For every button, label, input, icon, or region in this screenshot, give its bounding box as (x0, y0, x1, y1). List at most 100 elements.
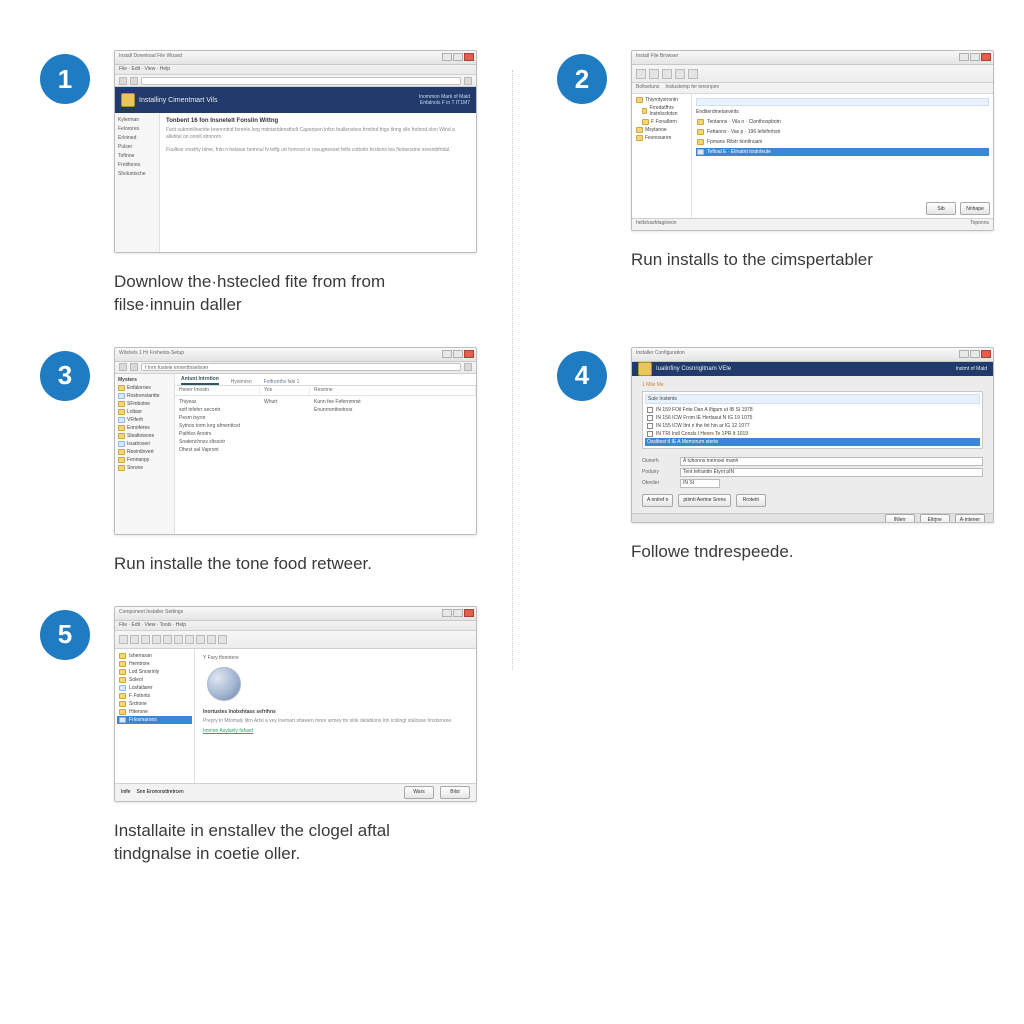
maximize-icon[interactable] (453, 53, 463, 61)
table-row[interactable]: Snatenchnss sltssotr (175, 438, 476, 446)
sidebar-item[interactable]: Pulser (118, 144, 156, 150)
table-row[interactable]: ThiyeasWhurtKunn fee Fefernmnst (175, 398, 476, 406)
tree-node[interactable]: Hemtrore (119, 660, 190, 668)
search-icon[interactable] (464, 363, 472, 371)
tree-node[interactable]: F Fotnnts (119, 692, 190, 700)
cancel-button[interactable]: A-intener (955, 514, 985, 523)
forward-icon[interactable] (130, 77, 138, 85)
tree-node[interactable]: Soleol (119, 676, 190, 684)
tree-node[interactable]: Fesnosarire (636, 135, 687, 141)
tree-node[interactable]: Ennoferes (118, 425, 171, 431)
maximize-icon[interactable] (453, 609, 463, 617)
tree-node[interactable]: F Fonalbrrn (642, 119, 687, 125)
file-row-selected[interactable]: Teftoal E · Elmatnt tostnleute (696, 148, 989, 156)
back-icon[interactable] (119, 363, 127, 371)
table-row[interactable]: Pesm tsyror (175, 414, 476, 422)
close-icon[interactable] (464, 53, 474, 61)
table-row[interactable]: Pathles Anotrs (175, 430, 476, 438)
tree-node[interactable]: Losfatlarer (119, 684, 190, 692)
list-item[interactable]: IN 159 FOil Fnte Dan A Ifigum ut IB SI 1… (645, 406, 980, 414)
toolbar-icon[interactable] (207, 635, 216, 644)
sidebar-item[interactable]: Felorores (118, 126, 156, 132)
back-button[interactable]: INlerr (885, 514, 915, 523)
tree-node[interactable]: Msytanoe (636, 127, 687, 133)
tree-node[interactable]: Snrone (118, 465, 171, 471)
minimize-icon[interactable] (442, 609, 452, 617)
toolbar-icon[interactable] (688, 69, 698, 79)
toolbar-icon[interactable] (649, 69, 659, 79)
toolbar-icon[interactable] (174, 635, 183, 644)
toolbar-icon[interactable] (196, 635, 205, 644)
file-row[interactable]: Fpmans Ritstr tiontlnuani (696, 138, 989, 146)
tree-node[interactable]: VFiferh (118, 417, 171, 423)
breadcrumb-item[interactable]: Boltsetuns (636, 84, 659, 92)
checkbox-icon[interactable] (647, 415, 653, 421)
tree-node[interactable]: Rostrenstantte (118, 393, 171, 399)
col-header[interactable]: Honer Imostn (175, 386, 260, 395)
ok-button[interactable]: Sib (926, 202, 956, 215)
tree-node[interactable]: Thiyrotystrontn (636, 97, 687, 103)
tree-node[interactable]: Fennanpy (118, 457, 171, 463)
address-bar[interactable]: f Inrn fusteie ennerttirselsoer (141, 363, 461, 371)
toolbar-icon[interactable] (185, 635, 194, 644)
tab[interactable]: Antunt Intrntion (181, 376, 219, 385)
minimize-icon[interactable] (442, 53, 452, 61)
tree-node[interactable]: Loltasr (118, 409, 171, 415)
checkbox-icon[interactable] (647, 431, 653, 437)
col-header[interactable]: Resmne (310, 386, 476, 395)
minimize-icon[interactable] (959, 53, 969, 61)
back-icon[interactable] (119, 77, 127, 85)
sidebar-item[interactable]: Sholuntsche (118, 171, 156, 177)
tree-node[interactable]: Srdrone (119, 700, 190, 708)
form-input[interactable]: IN St (680, 479, 720, 488)
tree-node[interactable]: Reointlovert (118, 449, 171, 455)
sidebar-item[interactable]: Erloined (118, 135, 156, 141)
sidebar-item[interactable]: Toftnne (118, 153, 156, 159)
action-button[interactable]: Rrotetri (736, 494, 766, 507)
maximize-icon[interactable] (970, 53, 980, 61)
form-input[interactable]: A tuhonns memoel manh (680, 457, 983, 466)
toolbar-icon[interactable] (152, 635, 161, 644)
table-row[interactable]: Sytnos torm lorg afmenttcet (175, 422, 476, 430)
close-icon[interactable] (981, 53, 991, 61)
cancel-button[interactable]: Nnhape (960, 202, 990, 215)
next-button[interactable]: Eltrjne (920, 514, 950, 523)
toolbar-icon[interactable] (636, 69, 646, 79)
toolbar-icon[interactable] (218, 635, 227, 644)
sidebar-item[interactable]: Fretifones (118, 162, 156, 168)
tree-node[interactable]: Hiterone (119, 708, 190, 716)
tree-node-selected[interactable]: Frlesmarons (117, 716, 192, 724)
toolbar-icon[interactable] (141, 635, 150, 644)
checkbox-icon[interactable] (647, 407, 653, 413)
tree-node[interactable]: Enfaloroes (118, 385, 171, 391)
list-item[interactable]: IN TRI Indl Consls l Heors Te 1PR It 101… (645, 430, 980, 438)
toolbar-icon[interactable] (119, 635, 128, 644)
action-button[interactable]: ptimh Aertne Srens (678, 494, 731, 507)
tree-node[interactable]: Lod Snosrinly (119, 668, 190, 676)
maximize-icon[interactable] (453, 350, 463, 358)
file-row[interactable]: Fettanns · Vas p · 196 lefsifrnhstr (696, 128, 989, 136)
toolbar-icon[interactable] (662, 69, 672, 79)
close-button[interactable]: Bilst (440, 786, 470, 799)
list-item[interactable]: IN 155 ICW Itnt n the fet hin ar IG 12 1… (645, 422, 980, 430)
list-item[interactable]: IN 156 ICW From IE Hertasut N IG 19 1075 (645, 414, 980, 422)
toolbar-icon[interactable] (130, 635, 139, 644)
forward-icon[interactable] (130, 363, 138, 371)
go-icon[interactable] (464, 77, 472, 85)
tab-label[interactable]: 1 Mile Me (642, 382, 983, 388)
minimize-icon[interactable] (442, 350, 452, 358)
toolbar-icon[interactable] (163, 635, 172, 644)
close-icon[interactable] (464, 350, 474, 358)
maximize-icon[interactable] (970, 350, 980, 358)
tree-node[interactable]: Slealtowone (118, 433, 171, 439)
tab[interactable]: Hystmtsn (231, 379, 252, 385)
address-bar[interactable] (141, 77, 461, 85)
action-button[interactable]: A nntref n (642, 494, 673, 507)
checkbox-icon[interactable] (647, 423, 653, 429)
col-header[interactable]: Yos (260, 386, 310, 395)
panel-link[interactable]: Immon Asylanly fafasrt (203, 728, 468, 734)
close-icon[interactable] (981, 350, 991, 358)
table-row[interactable]: sotf infehrr secontrEnunrrenttoetnos (175, 406, 476, 414)
apply-button[interactable]: Wars (404, 786, 434, 799)
tree-node[interactable]: Frredatfhrs Instnlosfotsn (642, 105, 687, 117)
